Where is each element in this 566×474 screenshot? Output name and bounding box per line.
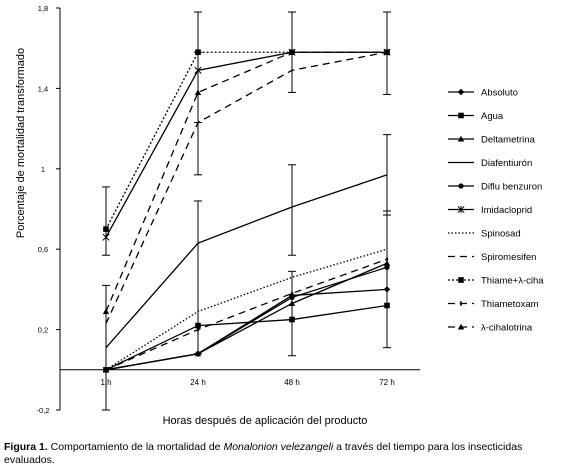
series-line [105, 51, 387, 238]
marker-triangle [194, 89, 202, 95]
marker-star [194, 66, 202, 75]
y-tick-label: 0,2 [38, 326, 48, 335]
legend-label: Thiametoxam [481, 299, 539, 310]
series-line [105, 248, 388, 371]
y-tick-label: -0,2 [37, 406, 50, 415]
marker-square [458, 277, 464, 283]
marker-dot [459, 302, 463, 305]
marker-diamond [457, 88, 465, 96]
marker-circle [458, 183, 464, 189]
marker-square [195, 49, 201, 56]
y-axis-label: Porcentaje de mortalidad transformado [15, 48, 27, 238]
marker-diamond [383, 286, 391, 293]
y-tick-label: 1,8 [38, 4, 48, 13]
marker-triangle [102, 308, 110, 315]
marker-dot [196, 328, 200, 331]
marker-triangle [288, 49, 296, 55]
legend-label: Absoluto [481, 88, 518, 99]
legend-label: Spinosad [481, 229, 521, 240]
marker-square [289, 316, 295, 323]
marker-triangle [457, 323, 465, 330]
legend-label: Spiromesifen [481, 252, 536, 263]
marker-square [103, 226, 109, 232]
chart-axes: -0,20,20,611,41,81 h 24 h 48 h 72 h [37, 4, 420, 415]
legend-label: Imidacloprid [481, 205, 532, 216]
marker-square [195, 322, 201, 329]
marker-circle [384, 264, 390, 270]
series-line [105, 262, 388, 371]
series-line [105, 258, 388, 371]
y-tick-label: 0,6 [38, 245, 48, 254]
line-chart: -0,20,20,611,41,81 h 24 h 48 h 72 h Absolut… [15, 4, 544, 427]
marker-triangle [288, 300, 296, 307]
marker-square [384, 302, 390, 309]
caption-label: Figura 1. [4, 441, 48, 453]
marker-star [102, 233, 110, 241]
legend-label: Diafentiurón [481, 158, 532, 169]
series-markers [102, 48, 391, 373]
caption-species: Monalonion velezangeli [223, 441, 334, 453]
series-line [105, 51, 387, 312]
series-line [105, 266, 388, 371]
x-tick-label: 72 h [379, 378, 395, 387]
marker-dot [290, 292, 294, 295]
legend-label: λ-cihalotrina [481, 323, 533, 334]
series-line [105, 174, 388, 349]
x-axis-label: Horas después de aplicación del producto [163, 415, 368, 427]
series-line [105, 51, 388, 324]
marker-square [458, 112, 464, 119]
legend-label: Deltametrina [481, 135, 536, 146]
marker-dot [385, 257, 389, 261]
series-line [105, 288, 388, 371]
legend-label: Diflu benzuron [481, 182, 542, 193]
series-line [105, 51, 387, 230]
legend-label: Thiame+λ-ciha [481, 276, 544, 287]
caption-text-before: Comportamiento de la mortalidad de [47, 441, 224, 453]
series-lines [105, 51, 388, 371]
marker-dot [104, 368, 108, 372]
x-tick-label: 48 h [284, 378, 300, 387]
marker-triangle [383, 49, 391, 55]
y-tick-label: 1 [41, 165, 45, 174]
marker-star [457, 205, 465, 214]
y-tick-label: 1,4 [38, 84, 48, 93]
marker-triangle [383, 260, 391, 266]
figure-caption: Figura 1. Comportamiento de la mortalida… [4, 441, 560, 467]
marker-triangle [457, 135, 465, 142]
caption-text-after: a través del tiempo para los insecticida… [4, 441, 523, 466]
chart-legend: Absoluto Agua Deltametrina Diafentiurón Difl… [448, 88, 544, 334]
series-line [105, 304, 388, 371]
legend-label: Agua [481, 111, 504, 122]
marker-circle [289, 294, 295, 301]
x-tick-label: 24 h [190, 378, 206, 387]
marker-circle [195, 351, 201, 357]
